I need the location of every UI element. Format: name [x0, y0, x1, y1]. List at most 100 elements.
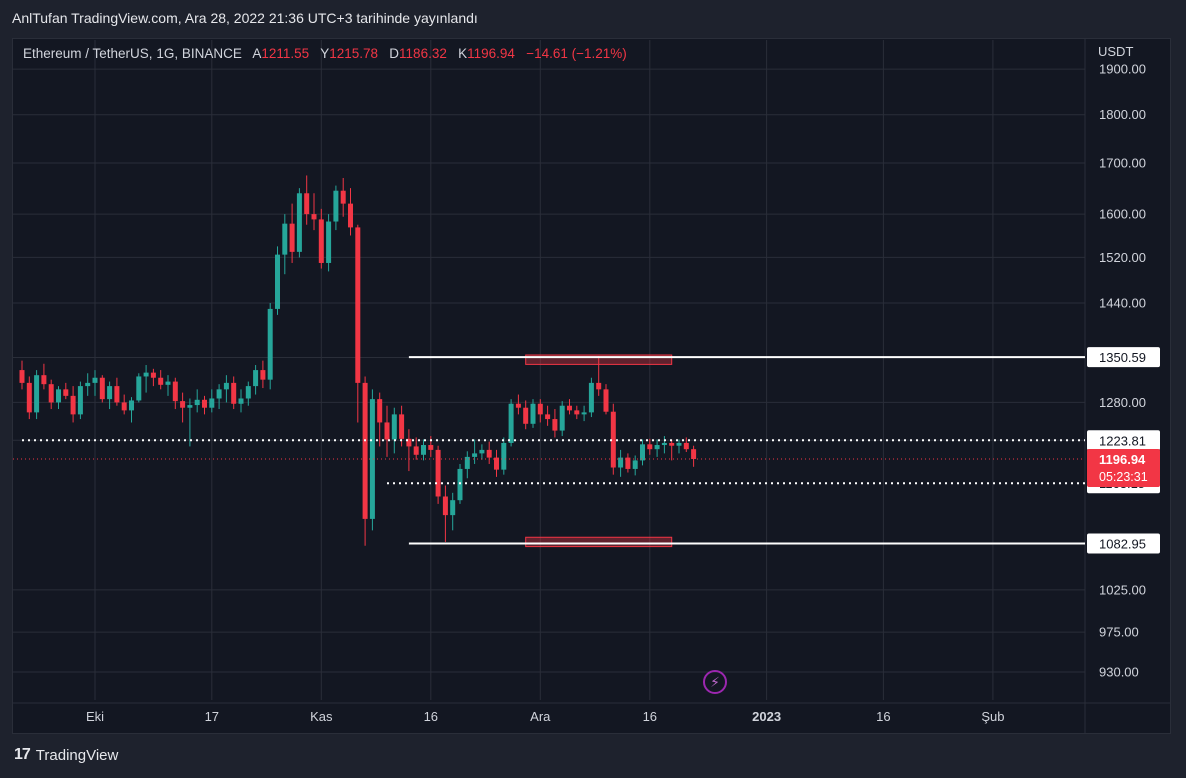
candle-body	[143, 372, 149, 377]
candle-body	[661, 442, 667, 446]
tradingview-logo[interactable]: 17 TradingView	[14, 746, 118, 764]
candle-body	[223, 382, 229, 390]
price-unit-label[interactable]: USDT	[1098, 44, 1134, 59]
y-tick-label: 1440.00	[1099, 296, 1146, 311]
candle-body	[640, 444, 645, 461]
candle-body	[311, 214, 317, 220]
y-tick-label: 1280.00	[1099, 395, 1146, 410]
candle-body	[289, 223, 295, 252]
symbol-label[interactable]: Ethereum / TetherUS, 1G, BINANCE	[23, 46, 242, 61]
candle-body	[99, 377, 105, 400]
candle-body	[676, 442, 682, 446]
candle-body	[428, 445, 434, 450]
y-tick-label: 1800.00	[1099, 107, 1146, 122]
candle-body	[464, 456, 470, 469]
candle-body	[450, 500, 456, 516]
candle-body	[494, 457, 499, 470]
candle-body	[552, 419, 558, 431]
candle-body	[282, 223, 288, 255]
y-tick-label: 975.00	[1099, 625, 1139, 640]
candle-body	[238, 398, 244, 404]
candle-body	[355, 227, 361, 383]
candle-body	[165, 381, 171, 385]
candle-body	[333, 190, 339, 222]
candle-body	[187, 405, 193, 408]
candle-body	[421, 445, 426, 455]
y-tick-label: 1600.00	[1099, 207, 1146, 222]
x-tick-label: 16	[876, 709, 890, 724]
candle-body	[34, 375, 40, 413]
candle-body	[26, 382, 32, 413]
candle-body	[48, 384, 54, 403]
level-label-box	[1087, 347, 1160, 368]
low-key: D	[389, 46, 400, 61]
level-label-box	[1087, 533, 1160, 554]
level-label: 1082.95	[1099, 537, 1146, 552]
candle-body	[260, 370, 266, 380]
y-tick-label: 930.00	[1099, 665, 1139, 680]
last-price-tag	[1087, 449, 1160, 488]
candle-body	[19, 370, 25, 383]
change-value: −14.61 (−1.21%)	[526, 46, 627, 61]
candle-body	[413, 446, 419, 455]
candle-body	[92, 377, 98, 383]
candle-body	[326, 221, 332, 263]
candle-body	[610, 411, 616, 468]
range-zone	[525, 536, 673, 548]
candle-body	[567, 405, 572, 411]
x-tick-label: Eki	[86, 709, 104, 724]
candle-body	[318, 219, 324, 263]
candle-body	[245, 386, 251, 399]
candle-body	[596, 382, 602, 390]
level-label-box	[1087, 430, 1160, 451]
candle-body	[391, 414, 397, 440]
high-value: 1215.78	[329, 46, 379, 61]
candle-body	[384, 422, 390, 440]
candle-body	[253, 370, 259, 387]
candle-body	[340, 190, 346, 204]
candle-body	[581, 412, 587, 415]
level-label: 1350.59	[1099, 350, 1146, 365]
candle-body	[296, 193, 302, 252]
candle-body	[121, 402, 127, 411]
x-tick-label: Kas	[310, 709, 333, 724]
candle-body	[369, 399, 375, 519]
y-tick-label: 1025.00	[1099, 582, 1146, 597]
candle-body	[479, 449, 485, 454]
ohlc-legend: Ethereum / TetherUS, 1G, BINANCE A1211.5…	[23, 46, 627, 61]
candle-body	[588, 382, 594, 413]
x-tick-label: 2023	[752, 709, 781, 724]
candle-body	[537, 403, 543, 415]
candle-body	[472, 453, 478, 457]
published-line: AnlTufan TradingView.com, Ara 28, 2022 2…	[12, 10, 478, 26]
candle-body	[632, 460, 638, 469]
lightning-icon[interactable]: ⚡	[703, 670, 727, 694]
y-tick-label: 1520.00	[1099, 250, 1146, 265]
candle-body	[348, 203, 353, 228]
candle-body	[647, 444, 653, 450]
candle-body	[523, 407, 529, 424]
candle-body	[41, 375, 47, 385]
candle-body	[574, 410, 580, 415]
candle-body	[56, 389, 61, 403]
close-value: 1196.94	[467, 46, 515, 61]
bar-countdown: 05:23:31	[1099, 470, 1148, 484]
open-key: A	[252, 46, 262, 61]
candle-body	[442, 496, 448, 516]
close-key: K	[458, 46, 468, 61]
candle-body	[515, 403, 521, 408]
candle-body	[435, 449, 441, 497]
tv-logo-icon: 17	[14, 746, 31, 763]
candle-body	[618, 457, 624, 468]
candle-body	[559, 405, 565, 431]
candle-body	[180, 401, 186, 408]
brand-name: TradingView	[35, 746, 119, 764]
candle-body	[683, 442, 689, 450]
x-tick-label: 17	[205, 709, 219, 724]
candle-body	[194, 399, 200, 406]
candle-body	[603, 389, 609, 412]
y-tick-label: 1900.00	[1099, 62, 1146, 77]
candle-body	[625, 457, 631, 469]
x-tick-label: Ara	[530, 709, 551, 724]
